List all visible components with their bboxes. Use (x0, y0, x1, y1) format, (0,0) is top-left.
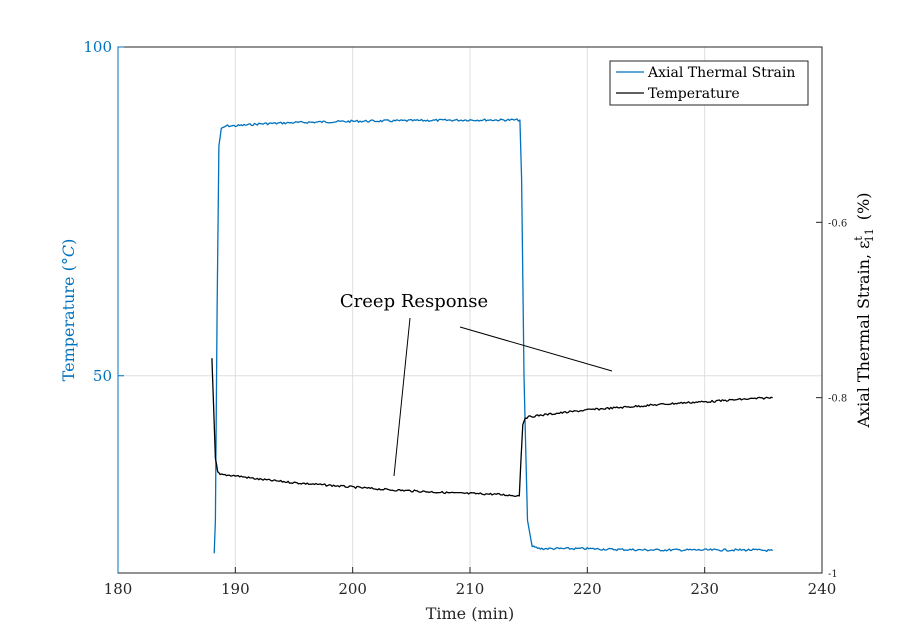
grid (118, 47, 822, 573)
annotation: Creep Response (340, 291, 613, 477)
annotation-text: Creep Response (340, 291, 488, 312)
x-axis: 180 190 200 210 220 230 240 (104, 567, 837, 598)
x-tick-label: 220 (573, 580, 602, 598)
legend: Axial Thermal Strain Temperature (609, 60, 809, 106)
y-axis-label-right: Axial Thermal Strain, εt11(%) (852, 192, 876, 428)
series-line-axial-thermal-strain (213, 118, 774, 554)
y-axis-right: -1 -0.8 -0.6 (816, 218, 847, 580)
y-tick-label-left: 50 (93, 367, 112, 385)
y-tick-label-right: -0.6 (828, 218, 847, 229)
y-tick-label-right: -0.8 (828, 394, 847, 405)
x-tick-label: 200 (338, 580, 367, 598)
x-tick-label: 180 (104, 580, 133, 598)
y-axis-left: 50 100 (83, 38, 124, 573)
annotation-arrow (459, 326, 613, 372)
legend-label: Axial Thermal Strain (647, 65, 795, 81)
x-axis-label: Time (min) (426, 604, 515, 623)
x-tick-label: 210 (456, 580, 485, 598)
series-line-temperature (211, 358, 773, 498)
y-tick-label-left: 100 (83, 38, 112, 56)
x-tick-label: 240 (808, 580, 837, 598)
annotation-arrow (393, 317, 411, 477)
y-tick-label-right: -1 (828, 569, 838, 580)
y-axis-label-left: Temperature (°C) (59, 239, 78, 382)
x-tick-label: 190 (221, 580, 250, 598)
legend-label: Temperature (648, 86, 740, 102)
legend-box (609, 60, 809, 106)
x-tick-label: 230 (690, 580, 719, 598)
